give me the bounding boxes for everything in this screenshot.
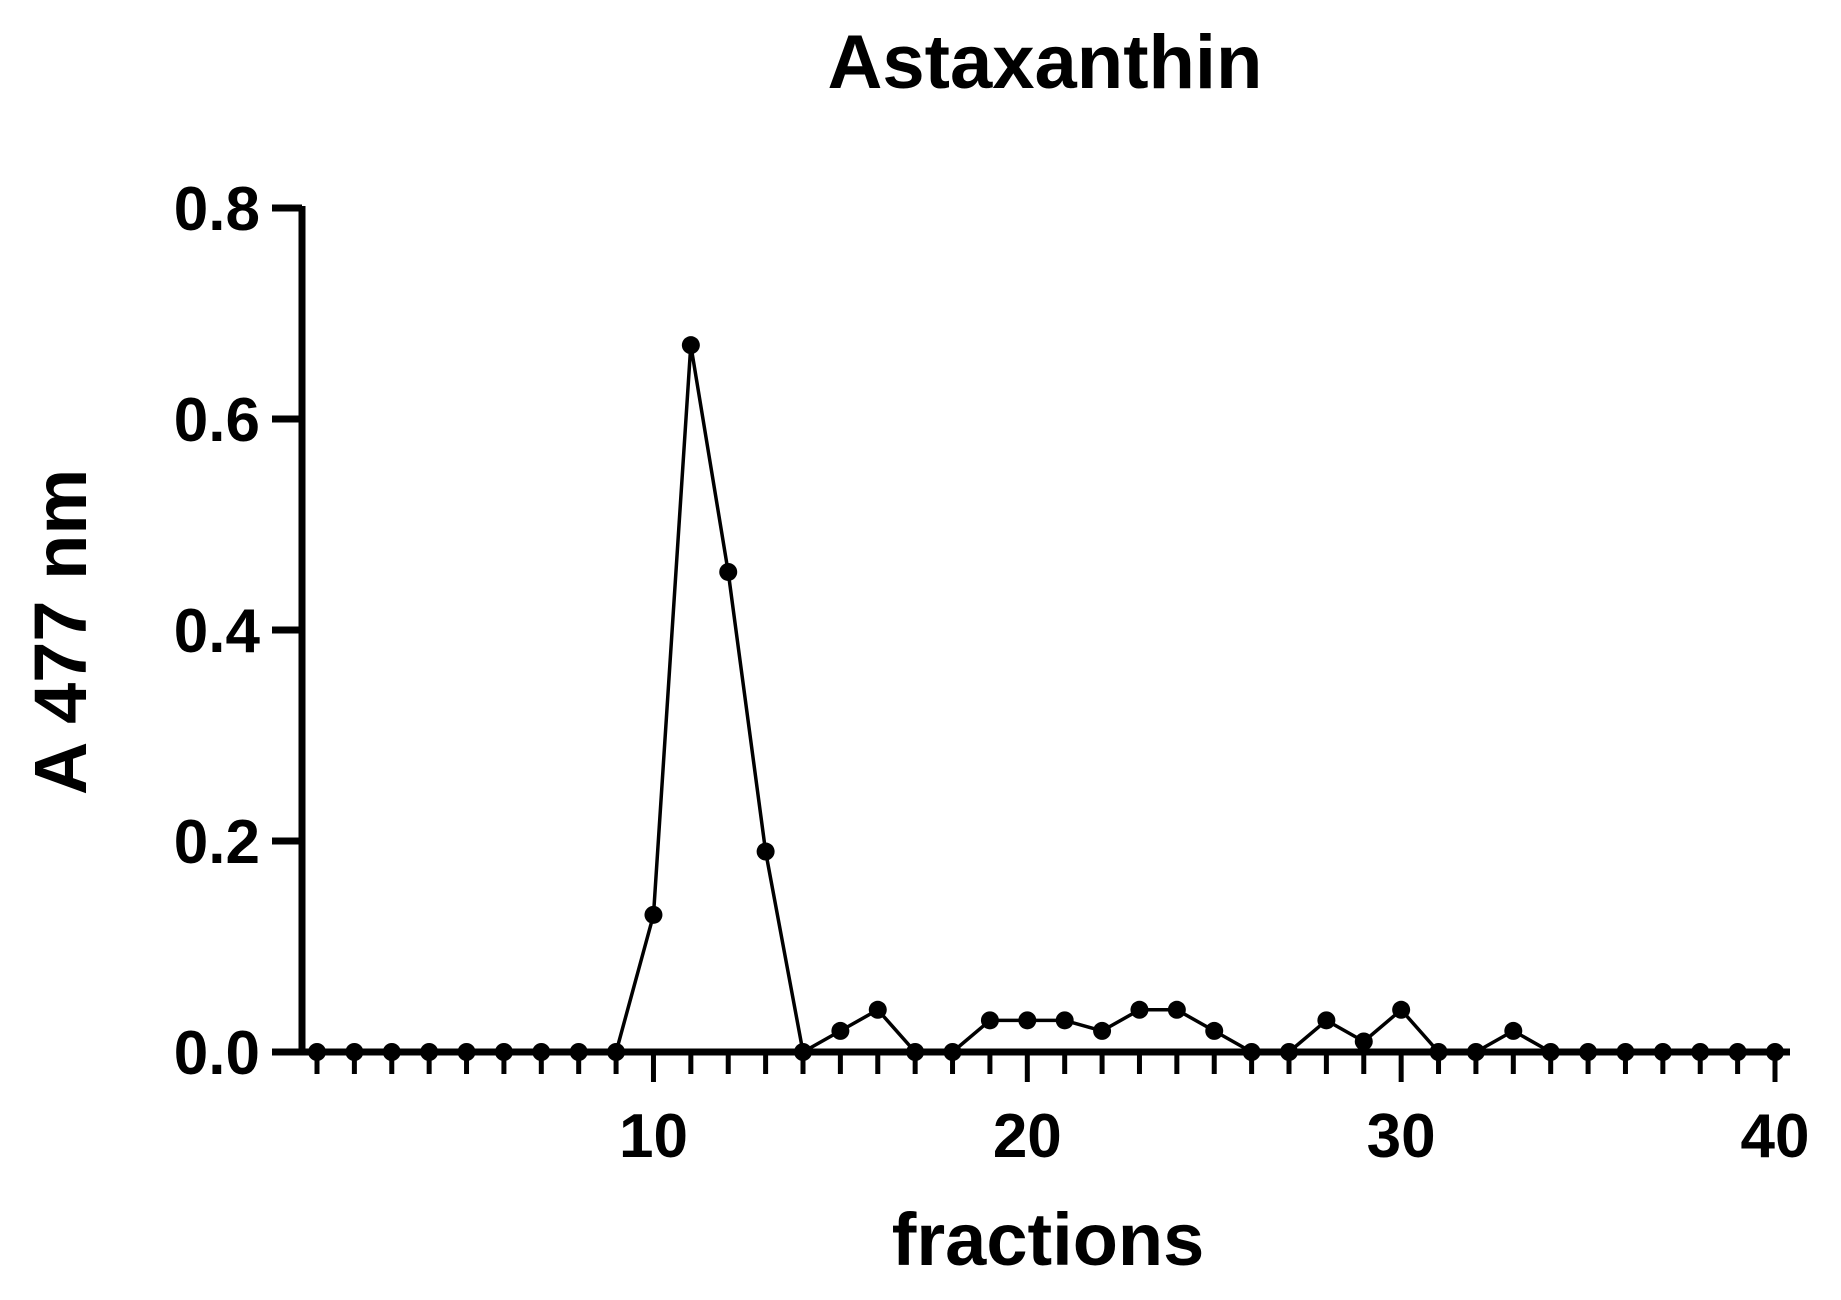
data-point [794, 1043, 812, 1061]
y-axis-label: A 477 nm [19, 469, 102, 795]
data-point [1242, 1043, 1261, 1061]
data-point [1616, 1043, 1635, 1061]
data-point [1766, 1043, 1784, 1061]
data-point [719, 562, 738, 581]
series-line [317, 343, 1775, 1054]
data-point [308, 1043, 326, 1061]
data-point [1317, 1011, 1336, 1030]
plot-area [308, 336, 1784, 1061]
x-tick-label: 20 [993, 1102, 1062, 1171]
data-point [1579, 1043, 1598, 1061]
y-tick-label: 0.6 [174, 386, 260, 455]
data-point [1392, 1000, 1411, 1019]
x-tick-label: 40 [1741, 1102, 1810, 1171]
data-point [1691, 1043, 1710, 1061]
data-point [1130, 1000, 1149, 1019]
data-point [1466, 1043, 1485, 1061]
data-point [1728, 1043, 1747, 1061]
data-point [943, 1043, 962, 1061]
y-tick-label: 0.8 [174, 175, 260, 244]
x-tick-label: 30 [1367, 1102, 1436, 1171]
data-point [756, 842, 775, 861]
data-point [1205, 1021, 1224, 1040]
data-point [1653, 1043, 1672, 1061]
y-tick-label: 0.2 [174, 808, 260, 877]
data-point [1280, 1043, 1298, 1061]
data-point [1354, 1032, 1373, 1051]
data-point [980, 1011, 999, 1030]
data-point [681, 336, 700, 355]
data-point [1504, 1021, 1523, 1040]
data-point [494, 1043, 513, 1061]
data-point [1093, 1021, 1112, 1040]
data-point [569, 1043, 588, 1061]
data-point [1055, 1011, 1074, 1030]
data-point [906, 1043, 925, 1061]
x-tick-label: 10 [619, 1102, 688, 1171]
data-point [420, 1043, 439, 1061]
data-point [457, 1043, 476, 1061]
data-point [868, 1000, 887, 1019]
data-point [382, 1043, 401, 1061]
data-point [1018, 1011, 1037, 1030]
data-point [831, 1021, 850, 1040]
data-point [1429, 1043, 1448, 1061]
data-point [607, 1043, 626, 1061]
data-point [532, 1043, 551, 1061]
chart-title: Astaxanthin [828, 20, 1263, 105]
data-point [345, 1043, 364, 1061]
data-point [644, 905, 663, 924]
data-point [1541, 1043, 1560, 1061]
y-tick-label: 0.4 [174, 597, 261, 666]
data-point [1167, 1000, 1186, 1019]
x-axis-label: fractions [892, 1198, 1205, 1281]
y-tick-label: 0.0 [174, 1019, 260, 1088]
